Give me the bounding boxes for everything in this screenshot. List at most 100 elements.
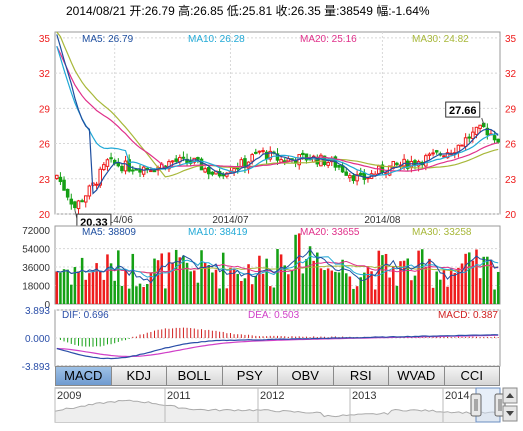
candle-body (138, 169, 142, 173)
candle-body (275, 153, 280, 161)
volume-bar (153, 258, 156, 304)
candle-body (69, 198, 74, 205)
ma20-line (56, 45, 499, 172)
volume-bar (287, 274, 290, 304)
candle-body (174, 158, 178, 162)
volume-bar (135, 286, 138, 304)
volume-bar (420, 249, 424, 304)
candle-body (257, 150, 262, 153)
tab-kdj[interactable]: KDJ (112, 367, 167, 385)
macd-label: MACD: 0.387 (438, 310, 498, 321)
volume-bar (127, 288, 131, 304)
volume-bar (98, 271, 102, 304)
triangle-up-icon (506, 393, 514, 398)
annotation-leader (481, 117, 485, 125)
volume-bar (290, 270, 294, 304)
volume-bar (399, 261, 402, 304)
volume-bar (221, 252, 225, 304)
candle-body (80, 200, 84, 203)
volume-bar (316, 252, 319, 304)
overview-year-label: 2011 (167, 390, 191, 402)
candle-body (152, 170, 157, 173)
tab-psy[interactable]: PSY (223, 367, 278, 385)
candle-body (105, 159, 110, 167)
macd-ytick: 3.893 (25, 306, 50, 317)
volume-bar (323, 270, 326, 304)
volume-bar (102, 279, 106, 304)
overview-year-label: 2014 (445, 390, 469, 402)
volume-bar (330, 270, 334, 304)
volume-bar (106, 254, 109, 304)
candle-body (351, 175, 356, 182)
annotation-box (445, 101, 481, 118)
tab-obv[interactable]: OBV (278, 367, 334, 385)
price-ytick-right: 23 (505, 175, 517, 186)
ma20-volume-label: MA20: 33655 (300, 227, 360, 238)
volume-bar (120, 285, 124, 304)
volume-bar (80, 257, 84, 304)
volume-bar (171, 262, 174, 304)
volume-bar (156, 260, 160, 304)
volume-bar (297, 233, 301, 304)
candle-body (109, 157, 113, 160)
volume-bar (370, 271, 373, 304)
volume-bar (211, 272, 214, 304)
volume-bar (189, 271, 192, 304)
overview-year-label: 2013 (352, 390, 376, 402)
volume-ytick: 18000 (22, 282, 50, 293)
ma20-price-label: MA20: 25.16 (300, 34, 357, 45)
overview-handle[interactable] (470, 393, 482, 417)
volume-bar (334, 271, 337, 304)
volume-bar (91, 271, 95, 304)
tab-macd[interactable]: MACD (56, 367, 112, 385)
candle-body (358, 172, 363, 176)
volume-bar (196, 282, 200, 304)
overview-year-label: 2009 (57, 390, 81, 402)
candle-body (181, 156, 186, 159)
price-ytick-right: 32 (505, 69, 517, 80)
volume-bar (344, 273, 348, 304)
price-xtick: 2014/08 (364, 215, 401, 226)
candle-body (196, 157, 200, 160)
tab-wvad[interactable]: WVAD (389, 367, 445, 385)
tab-cci[interactable]: CCI (460, 368, 483, 383)
volume-bar (268, 286, 272, 304)
volume-bar (203, 262, 207, 304)
volume-bar (319, 268, 323, 304)
volume-bar (73, 267, 77, 304)
volume-bar (59, 272, 62, 304)
dif-line (56, 334, 499, 360)
volume-bar (207, 265, 211, 304)
tab-rsi[interactable]: RSI (334, 367, 389, 385)
macd-ytick: 0.000 (25, 334, 50, 345)
volume-bar (218, 288, 221, 304)
price-ytick-right: 35 (505, 34, 517, 45)
volume-bar (308, 246, 312, 304)
overview-year-label: 2012 (260, 390, 284, 402)
price-ytick-left: 29 (39, 104, 51, 115)
tab-boll[interactable]: BOLL (167, 367, 223, 385)
candle-body (485, 127, 490, 136)
volume-bar (489, 259, 493, 304)
volume-bar (276, 249, 279, 304)
annotation-label: 27.66 (449, 105, 477, 117)
volume-bar (124, 270, 127, 304)
volume-bar (384, 253, 388, 304)
candle-body (83, 195, 88, 203)
volume-bar (232, 269, 236, 304)
volume-bar (366, 266, 370, 304)
volume-bar (182, 255, 185, 304)
candle-body (235, 167, 240, 170)
volume-bar (377, 250, 381, 304)
volume-bar (265, 258, 268, 304)
volume-bar (446, 286, 449, 304)
candle-body (427, 153, 432, 156)
candle-body (250, 154, 254, 162)
quote-summary: 2014/08/21 开:26.79 高:26.85 低:25.81 收:26.… (66, 3, 430, 18)
volume-bar (355, 286, 359, 304)
volume-bar (431, 287, 435, 304)
candle-body (268, 150, 273, 160)
volume-bar (185, 262, 189, 304)
candle-body (73, 201, 77, 209)
volume-bar (435, 271, 438, 304)
